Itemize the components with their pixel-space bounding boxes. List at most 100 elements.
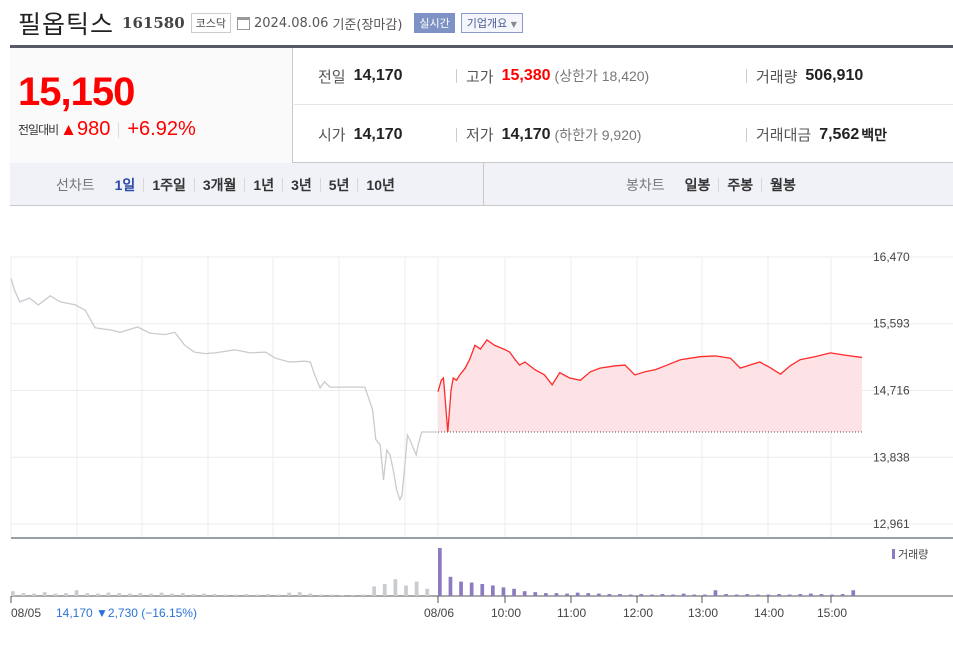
volume-bar bbox=[448, 576, 453, 596]
calendar-icon bbox=[237, 16, 251, 30]
realtime-button[interactable]: 실시간 bbox=[414, 13, 455, 33]
x-tick-label: 15:00 bbox=[817, 606, 847, 620]
volume-bar bbox=[544, 593, 548, 596]
volume-bar bbox=[96, 593, 100, 596]
volume-bar bbox=[255, 594, 260, 596]
volume-bar bbox=[618, 594, 622, 596]
stock-code: 161580 bbox=[122, 14, 185, 32]
volume-bar bbox=[480, 584, 485, 596]
line-chart-title: 선차트 bbox=[56, 176, 95, 193]
volume-bar bbox=[607, 594, 612, 596]
volume-bar bbox=[787, 594, 792, 596]
line-chart-tabs: 선차트 1일 1주일 3개월 1년 3년 5년 10년 bbox=[56, 163, 403, 206]
x-tick-label: 14:00 bbox=[754, 606, 784, 620]
volume-bar bbox=[830, 594, 834, 596]
volume-bar bbox=[650, 594, 654, 596]
price-change: 전일대비 ▲ 980 +6.92% bbox=[18, 118, 196, 141]
tab-weekly[interactable]: 주봉 bbox=[718, 177, 761, 192]
stat-label: 전일 bbox=[318, 68, 346, 86]
volume-bar bbox=[181, 593, 185, 596]
x-tick-label: 11:00 bbox=[557, 606, 586, 620]
volume-bar bbox=[681, 593, 686, 596]
volume-bar bbox=[297, 592, 302, 596]
stat-low: 저가 14,170 (하한가 9,920) bbox=[456, 124, 641, 145]
volume-bar bbox=[809, 593, 813, 596]
tab-1y[interactable]: 1년 bbox=[244, 177, 282, 192]
volume-bar bbox=[361, 594, 366, 596]
volume-bar bbox=[42, 592, 47, 596]
y-tick-label: 13,838 bbox=[873, 450, 910, 464]
volume-bar bbox=[565, 593, 569, 596]
stat-prev-close: 전일 14,170 bbox=[318, 66, 403, 87]
volume-bar bbox=[223, 594, 228, 596]
volume-bar bbox=[159, 592, 164, 596]
volume-bar bbox=[404, 585, 408, 596]
volume-bar bbox=[202, 593, 206, 596]
stat-label: 저가 bbox=[466, 127, 494, 144]
tab-10y[interactable]: 10년 bbox=[357, 177, 402, 192]
volume-bar bbox=[414, 581, 419, 596]
tab-3y[interactable]: 3년 bbox=[282, 177, 320, 192]
volume-bar bbox=[276, 594, 281, 596]
change-label: 전일대비 bbox=[18, 123, 59, 137]
y-tick-label: 12,961 bbox=[873, 517, 910, 531]
volume-bar bbox=[372, 586, 376, 596]
stat-high: 고가 15,380 (상한가 18,420) bbox=[456, 66, 649, 87]
volume-bar bbox=[459, 581, 463, 596]
candle-chart-title: 봉차트 bbox=[626, 176, 665, 193]
change-percent: +6.92% bbox=[127, 118, 196, 140]
x-tick-label: 08/05 bbox=[11, 606, 41, 620]
tab-daily[interactable]: 일봉 bbox=[684, 176, 711, 193]
volume-bar bbox=[127, 593, 132, 596]
volume-bar bbox=[734, 594, 739, 596]
volume-bar bbox=[85, 593, 90, 596]
up-triangle-icon: ▲ bbox=[60, 119, 77, 139]
y-tick-label: 15,593 bbox=[873, 317, 910, 331]
separator bbox=[118, 121, 120, 138]
stat-value: 14,170 bbox=[353, 125, 403, 143]
volume-bar bbox=[425, 588, 430, 596]
date-info: 2024.08.06 기준(장마감) bbox=[237, 14, 402, 33]
volume-bar bbox=[639, 594, 644, 596]
tab-1d[interactable]: 1일 bbox=[114, 176, 136, 193]
volume-bar bbox=[308, 593, 313, 596]
volume-bar bbox=[575, 592, 580, 596]
tab-5y[interactable]: 5년 bbox=[319, 177, 358, 192]
tab-monthly[interactable]: 월봉 bbox=[761, 177, 804, 192]
today-area-fill bbox=[438, 339, 862, 433]
x-tick-label: 12:00 bbox=[623, 606, 653, 620]
volume-legend-label: 거래량 bbox=[898, 548, 928, 561]
stat-value: 15,380 bbox=[501, 67, 551, 84]
x-tick-label: 10:00 bbox=[491, 606, 521, 620]
volume-bar bbox=[138, 593, 143, 596]
tab-1w[interactable]: 1주일 bbox=[143, 177, 194, 192]
volume-bar bbox=[766, 594, 771, 596]
volume-bar bbox=[21, 593, 26, 596]
volume-bar bbox=[74, 590, 79, 596]
volume-bar bbox=[287, 592, 291, 596]
stat-label: 고가 bbox=[466, 68, 494, 86]
date: 2024.08.06 bbox=[254, 15, 329, 31]
stat-volume: 거래량 506,910 bbox=[746, 66, 863, 87]
volume-bar bbox=[692, 594, 697, 596]
volume-bar bbox=[53, 593, 58, 596]
company-info-dropdown[interactable]: 기업개요 ▼ bbox=[460, 13, 523, 33]
volume-bar bbox=[351, 595, 355, 596]
company-info-label: 기업개요 bbox=[466, 17, 508, 30]
volume-bar bbox=[745, 594, 750, 596]
stat-label: 거래량 bbox=[756, 68, 798, 86]
volume-bar bbox=[438, 548, 442, 596]
tab-3m[interactable]: 3개월 bbox=[193, 177, 245, 192]
prev-day-price-line bbox=[10, 278, 437, 502]
stock-name: 필옵틱스 bbox=[18, 10, 115, 39]
volume-bar bbox=[501, 587, 506, 596]
stat-label: 시가 bbox=[318, 127, 346, 144]
volume-bar bbox=[64, 593, 68, 596]
stats-row: 전일 14,170 고가 15,380 (상한가 18,420) 거래량 506,910 bbox=[294, 48, 953, 105]
stat-value: 14,170 bbox=[501, 125, 551, 143]
volume-bar bbox=[244, 594, 249, 596]
volume-bar bbox=[469, 582, 474, 596]
volume-bar bbox=[319, 594, 323, 596]
volume-bar bbox=[32, 593, 36, 596]
